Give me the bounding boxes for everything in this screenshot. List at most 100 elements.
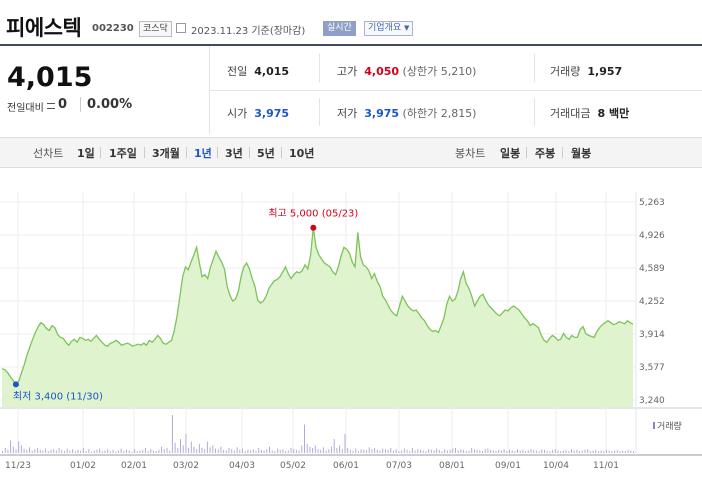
volume-bar [384,449,386,453]
volume-bar [166,447,168,453]
volume-bar [487,448,489,453]
tab-divider [562,147,563,158]
volume-bar [322,447,324,453]
volume-bar [301,445,303,453]
volume-bar [128,450,130,453]
tab-1w[interactable]: 1주일 [109,147,137,160]
volume-bar [363,449,365,453]
tab-divider [100,147,101,158]
volume-bar [298,450,300,453]
volume: 거래량 1,957 [550,63,622,79]
volume-bar [120,448,122,453]
open-label: 시가 [227,107,248,120]
volume-bar [328,449,330,453]
volume-bar [139,450,141,453]
volume-bar [379,450,381,453]
stock-header: 피에스텍 002230 코스닥 2023.11.23 기준(장마감) 실시간 기… [0,0,702,46]
volume-bar [333,439,335,453]
volume-bar [255,451,257,453]
flat-icon [47,103,55,109]
tab-3y[interactable]: 3년 [225,147,243,160]
volume-bar [506,451,508,453]
volume-bar [492,450,494,453]
volume-bar [471,447,473,453]
volume-bar [395,449,397,453]
volume-bar [473,449,475,453]
open-price: 시가 3,975 [227,105,289,121]
volume-bar [382,448,384,453]
volume-bar [603,451,605,453]
volume-bar [514,451,516,453]
calendar-icon [176,23,186,33]
volume-bar [538,451,540,453]
volume-bar [546,450,548,453]
volume-bar [74,451,76,453]
tab-10y[interactable]: 10년 [289,147,315,160]
volume-bar [339,445,341,453]
prev-close: 전일 4,015 [227,63,289,79]
volume-bar [425,451,427,453]
volume-bar [193,446,195,453]
volume-bar [503,449,505,453]
volume-bar [568,451,570,453]
col-divider [319,98,320,126]
volume-bar [34,449,36,453]
volume-bar [616,449,618,453]
volume-bar [39,449,41,453]
volume-bar [142,449,144,453]
y-tick-label: 5,263 [639,198,665,208]
volume-bar [58,447,60,453]
tab-weekly[interactable]: 주봉 [535,147,556,160]
candle-chart-label: 봉차트 [455,147,486,160]
high-value: 4,050 [364,65,400,78]
volume-bar [55,450,57,453]
volume-bar [573,450,575,453]
tab-monthly[interactable]: 월봉 [571,147,592,160]
y-tick-label: 3,914 [639,330,665,340]
volume-bar [630,450,632,453]
volume-bar [409,451,411,453]
trade-amount: 거래대금 8 백만 [550,105,629,121]
volume-bar [247,449,249,453]
volume-bar [66,448,68,453]
tab-1d[interactable]: 1일 [77,147,95,160]
volume-bar [476,449,478,453]
volume-bar [26,449,28,453]
volume-bar [606,449,607,453]
prev-label: 전일 [227,65,248,78]
volume-bar [622,450,624,453]
volume-label: 거래량 [550,65,581,78]
volume-bar [10,440,12,453]
volume-bar [42,450,44,453]
volume-bar [150,449,152,453]
volume-bar [490,449,492,453]
realtime-button[interactable]: 실시간 [323,21,356,36]
volume-bar [99,448,101,453]
volume-bar [85,451,87,453]
volume-bar [306,444,308,453]
volume-bar [123,451,125,453]
market-badge: 코스닥 [139,21,172,37]
volume-bar [269,446,270,453]
max-label: 최고 5,000 (05/23) [268,208,358,220]
volume-bar [374,447,376,453]
volume-bar [96,449,98,453]
volume-bar [250,450,252,453]
tab-3m[interactable]: 3개월 [152,147,180,160]
volume-bar [428,449,430,453]
volume-bar [115,451,117,453]
volume-bar [355,448,357,453]
volume-bar [336,447,338,453]
volume-bar [446,450,448,453]
tab-5y[interactable]: 5년 [257,147,275,160]
volume-bar [530,449,532,453]
volume-bar [47,451,49,453]
volume-bar [498,449,500,453]
tab-1y[interactable]: 1년 [194,147,212,160]
volume-bar [2,451,3,453]
company-info-dropdown[interactable]: 기업개요 ▼ [364,21,414,36]
volume-bar [357,451,359,453]
volume-bar [304,424,305,453]
tab-daily[interactable]: 일봉 [500,147,521,160]
volume-bar [500,450,502,453]
